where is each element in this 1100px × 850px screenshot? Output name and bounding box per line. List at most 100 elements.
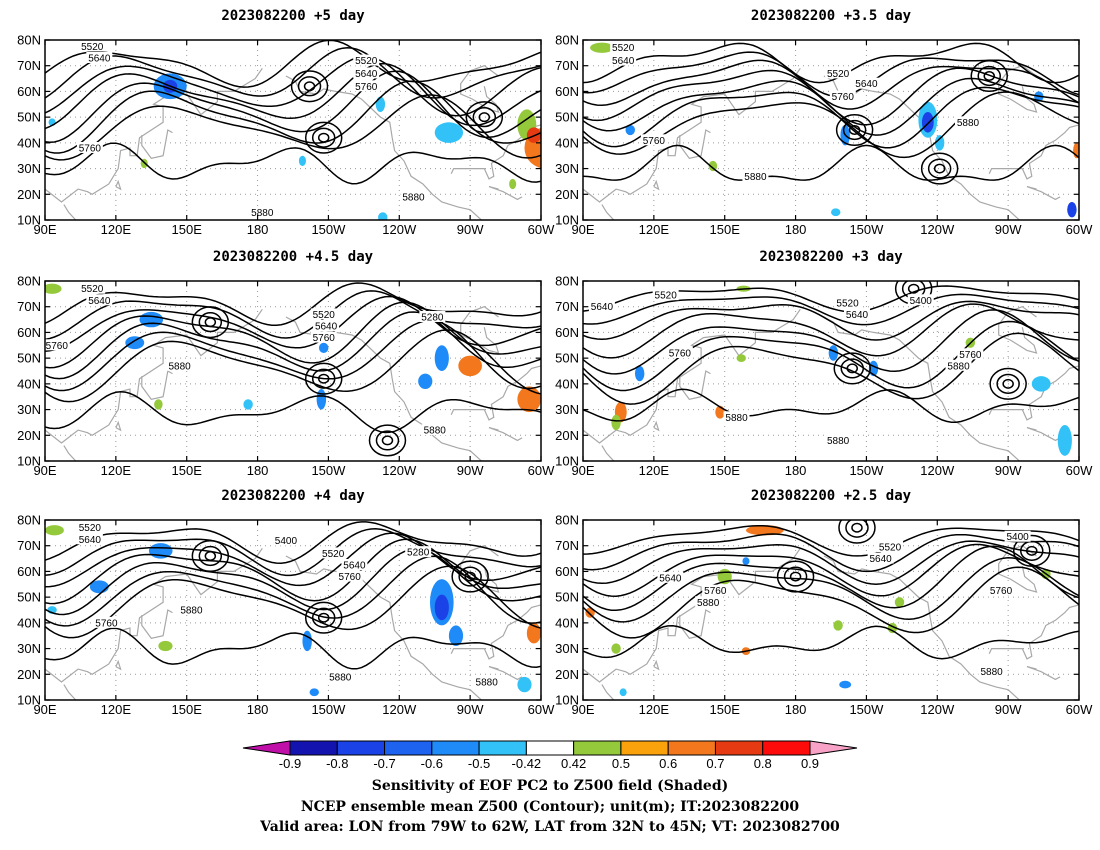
sensitivity-shading — [158, 640, 173, 652]
contour-label: 5880 — [980, 667, 1003, 678]
colorbar: -0.9 -0.8 -0.7 -0.6 -0.5 -0.42 0.42 0.5 0.6 0.7 0.… — [242, 740, 858, 771]
colorbar-swatch — [620, 740, 669, 756]
contour-label: 5760 — [355, 82, 378, 93]
contour-label: 5640 — [846, 310, 869, 321]
closed-contour — [927, 158, 952, 179]
closed-contour — [375, 430, 400, 451]
contour-label: 5880 — [744, 172, 767, 183]
colorbar-max-arrow — [809, 740, 858, 756]
y-tick-label: 30N — [555, 402, 579, 417]
y-tick-label: 20N — [555, 428, 579, 443]
x-tick-label: 90W — [995, 463, 1022, 478]
coastline — [285, 555, 483, 700]
coastline — [488, 186, 523, 201]
coastline — [583, 67, 801, 203]
contour-label-bg — [353, 80, 380, 92]
colorbar-label: 0.42 — [561, 756, 586, 771]
colorbar-label: -0.8 — [326, 756, 348, 771]
x-tick-label: 120W — [382, 702, 417, 717]
y-tick-label: 50N — [555, 110, 579, 125]
contour-label: 5880 — [697, 598, 720, 609]
height-contour — [45, 391, 541, 434]
contour-label: 5880 — [424, 426, 447, 437]
sensitivity-shading — [448, 625, 464, 646]
caption-line-2: NCEP ensemble mean Z500 (Contour); unit(… — [301, 799, 800, 815]
sensitivity-shading — [742, 557, 750, 565]
x-tick-label: 90E — [571, 463, 594, 478]
contour-label-bg — [45, 339, 70, 351]
height-contour — [583, 309, 1079, 375]
sensitivity-shading — [625, 124, 635, 136]
colorbar-label: 0.7 — [706, 756, 724, 771]
sensitivity-shading — [619, 688, 627, 697]
coastline — [45, 547, 263, 683]
y-tick-label: 50N — [17, 110, 41, 125]
height-contour — [45, 319, 541, 392]
coastline — [601, 445, 615, 461]
contour-label-bg — [419, 311, 446, 322]
coastline — [115, 659, 122, 671]
sensitivity-shading — [434, 594, 449, 621]
closed-contour — [204, 551, 217, 561]
sensitivity-shading — [526, 622, 541, 644]
colorbar-label: -0.7 — [373, 756, 395, 771]
y-tick-label: 70N — [17, 538, 41, 553]
height-contour — [583, 524, 1079, 557]
height-contour — [45, 70, 541, 144]
contour-label: 5520 — [313, 310, 336, 321]
y-tick-label: 70N — [555, 538, 579, 553]
contour-label: 5880 — [402, 192, 425, 203]
closed-contour — [465, 101, 504, 134]
coastline — [1026, 666, 1061, 681]
coastline — [653, 659, 660, 671]
y-tick-label: 60N — [555, 84, 579, 99]
coastline — [601, 684, 615, 700]
colorbar-swatch — [525, 740, 575, 756]
closed-contour — [191, 306, 230, 339]
panel-frame — [44, 280, 542, 462]
x-tick-label: 150E — [710, 463, 741, 478]
closed-contour — [989, 367, 1027, 400]
contour-label: 5640 — [659, 573, 682, 584]
coastline — [63, 445, 77, 461]
sensitivity-shading — [736, 354, 746, 362]
height-contour — [45, 94, 541, 161]
contour-label-bg — [853, 77, 880, 89]
height-contour — [583, 566, 1079, 639]
y-tick-label: 60N — [17, 564, 41, 579]
y-tick-label: 70N — [555, 58, 579, 73]
y-tick-label: 30N — [17, 161, 41, 176]
closed-contour — [996, 373, 1020, 394]
sensitivity-shading — [611, 643, 621, 654]
coastline — [141, 129, 173, 159]
coastline — [653, 179, 660, 191]
closed-contour — [317, 612, 330, 623]
x-tick-label: 180 — [247, 222, 269, 237]
coastline — [488, 666, 523, 681]
sensitivity-shading — [434, 122, 464, 143]
y-tick-label: 80N — [555, 274, 579, 289]
contour-label-bg — [954, 116, 981, 128]
map-panel: 2023082200 +2.5 day540055205640564057605… — [555, 488, 1093, 717]
contour-label: 5520 — [836, 298, 859, 309]
y-tick-label: 20N — [17, 187, 41, 202]
colorbar-label: -0.9 — [279, 756, 301, 771]
sensitivity-shading — [708, 160, 718, 172]
x-tick-label: 60W — [1066, 222, 1093, 237]
closed-contour — [317, 132, 330, 143]
colorbar-label: 0.6 — [659, 756, 677, 771]
x-tick-label: 180 — [247, 463, 269, 478]
colorbar-swatch — [289, 740, 338, 756]
contour-label: 5880 — [725, 413, 748, 424]
x-tick-label: 150W — [311, 702, 346, 717]
contour-label: 5760 — [46, 341, 69, 352]
contour-label: 5880 — [476, 678, 499, 689]
height-contour — [45, 40, 541, 88]
closed-contour — [1002, 378, 1014, 389]
coastline — [141, 609, 173, 639]
contour-label-bg — [79, 282, 106, 294]
closed-contour — [198, 545, 223, 567]
